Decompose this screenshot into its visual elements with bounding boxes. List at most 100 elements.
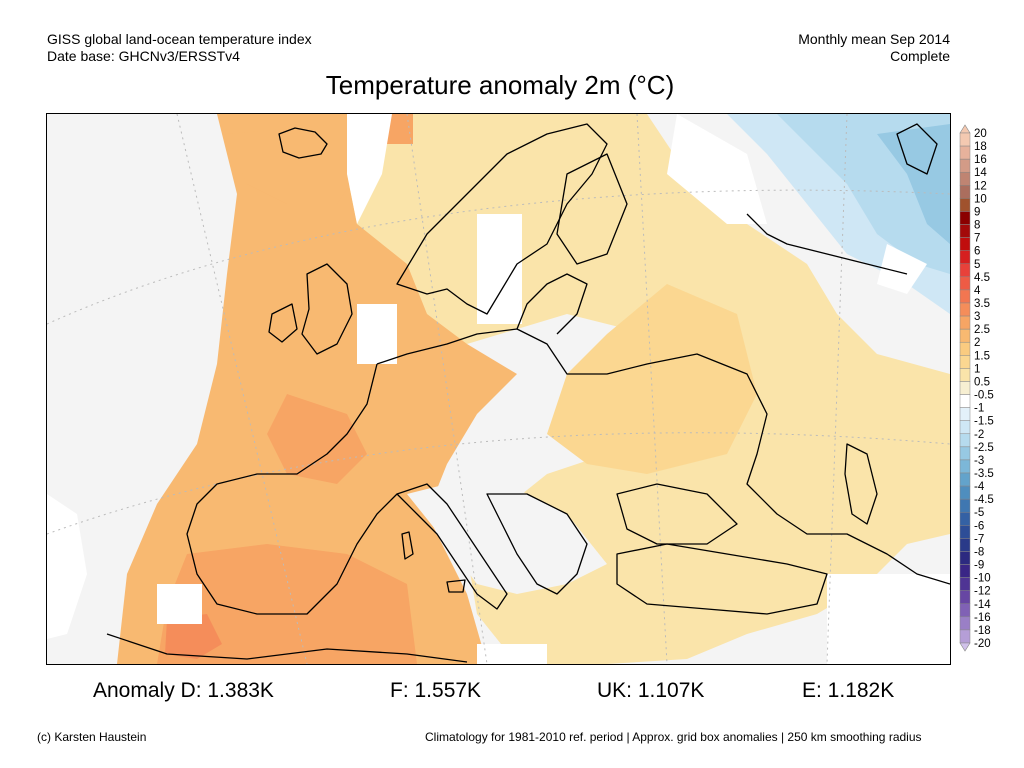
legend-swatch [959, 158, 971, 173]
legend-swatch [959, 629, 971, 644]
legend-tick-label: 14 [974, 167, 987, 179]
anomaly-uk: UK: 1.107K [597, 679, 705, 702]
anomaly-map [46, 113, 951, 665]
legend-tick-label: -18 [974, 625, 991, 637]
legend-swatch [959, 472, 971, 487]
legend-tick-label: 0.5 [974, 376, 990, 388]
legend-swatch [959, 145, 971, 160]
legend-tick-label: -1 [974, 403, 984, 415]
missing-patch-7 [827, 574, 950, 664]
legend-swatch [959, 498, 971, 513]
legend-swatch [959, 302, 971, 317]
legend-swatch [959, 263, 971, 278]
source-database: Date base: GHCNv3/ERSSTv4 [47, 48, 240, 64]
graticule [47, 114, 950, 664]
legend-swatch [959, 250, 971, 265]
legend-tick-label: 1 [974, 363, 980, 375]
period-info: Monthly mean Sep 2014 Complete [798, 31, 950, 65]
legend-tick-label: 7 [974, 233, 980, 245]
period-label: Monthly mean Sep 2014 [798, 31, 950, 47]
legend-swatch [959, 564, 971, 578]
missing-patch-1 [347, 114, 392, 224]
legend-swatch [959, 368, 971, 382]
legend-tick-label: 4.5 [974, 272, 990, 284]
legend-swatch [959, 276, 971, 291]
legend-swatch [959, 381, 971, 395]
legend-tick-label: -10 [974, 573, 991, 585]
warm-region-east [547, 284, 757, 474]
legend-swatch [959, 485, 971, 500]
color-legend: 20 18 16 14 12 10 9 8 7 6 5 4.5 4 3.5 3 2.5 2 1.5 1 0.5 -0.5… [958, 124, 1018, 657]
legend-swatch [959, 185, 971, 199]
legend-tick-label: -7 [974, 533, 984, 545]
anomaly-germany: Anomaly D: 1.383K [93, 679, 274, 702]
warm-region-deep [165, 614, 222, 659]
warm-region-core-2 [267, 394, 367, 484]
legend-tick-label: -20 [974, 638, 991, 650]
warm-region-iceland [227, 124, 357, 204]
legend-swatch [959, 237, 971, 251]
coastlines [106, 123, 950, 663]
legend-swatch [959, 433, 971, 448]
legend-tick-label: 2 [974, 337, 980, 349]
legend-tick-label: 5 [974, 259, 980, 271]
legend-swatch [959, 590, 971, 605]
legend-tick-label: -4.5 [974, 494, 994, 506]
legend-tick-label: -3.5 [974, 468, 994, 480]
legend-tick-label: -2.5 [974, 442, 994, 454]
legend-arrow-top [959, 124, 971, 134]
legend-swatch [959, 525, 971, 539]
legend-swatch [959, 198, 971, 212]
legend-swatch [959, 394, 971, 408]
legend-tick-label: 6 [974, 246, 980, 258]
legend-tick-label: -8 [974, 546, 984, 558]
legend-tick-label: 20 [974, 128, 987, 140]
anomaly-england: E: 1.182K [802, 679, 895, 702]
legend-swatch [959, 171, 971, 186]
missing-patch-6 [157, 584, 202, 624]
legend-swatch [959, 577, 971, 591]
legend-tick-label: 16 [974, 154, 987, 166]
missing-patch-2 [477, 214, 522, 324]
cold-region-deep [877, 124, 950, 244]
legend-swatch [959, 315, 971, 330]
warm-region-orange [117, 114, 517, 664]
legend-swatch [959, 459, 971, 474]
legend-tick-label: 12 [974, 180, 987, 192]
missing-patch-3 [357, 304, 397, 364]
legend-tick-label: -9 [974, 560, 984, 572]
legend-swatch [959, 616, 971, 631]
legend-swatch [959, 341, 971, 356]
legend-tick-label: -12 [974, 586, 991, 598]
legend-tick-label: 8 [974, 220, 980, 232]
missing-patch-4 [667, 114, 767, 224]
completeness-label: Complete [890, 48, 950, 64]
legend-tick-label: -2 [974, 429, 984, 441]
legend-swatch [959, 328, 971, 343]
legend-tick-label: -4 [974, 481, 985, 493]
legend-tick-label: -3 [974, 455, 984, 467]
legend-swatch [959, 420, 971, 435]
legend-swatch [959, 211, 971, 225]
anomaly-france: F: 1.557K [390, 679, 482, 702]
legend-tick-label: 10 [974, 193, 987, 205]
legend-swatch [959, 289, 971, 304]
legend-tick-label: -6 [974, 520, 984, 532]
legend-tick-label: -1.5 [974, 416, 994, 428]
legend-swatch [959, 224, 971, 238]
map-title: Temperature anomaly 2m (°C) [325, 70, 675, 100]
legend-swatch [959, 407, 971, 421]
missing-patch-9 [877, 244, 927, 294]
legend-tick-label: -0.5 [974, 390, 994, 402]
legend-tick-label: -14 [974, 599, 991, 611]
missing-patch-8 [477, 644, 547, 664]
legend-swatch [959, 511, 971, 526]
legend-tick-label: 3 [974, 311, 980, 323]
method-note: Climatology for 1981-2010 ref. period | … [425, 730, 922, 744]
legend-tick-label: 3.5 [974, 298, 990, 310]
legend-arrow-bottom [959, 642, 971, 652]
credit: (c) Karsten Haustein [37, 730, 147, 744]
legend-swatch [959, 446, 971, 461]
missing-patch-5 [47, 494, 87, 639]
